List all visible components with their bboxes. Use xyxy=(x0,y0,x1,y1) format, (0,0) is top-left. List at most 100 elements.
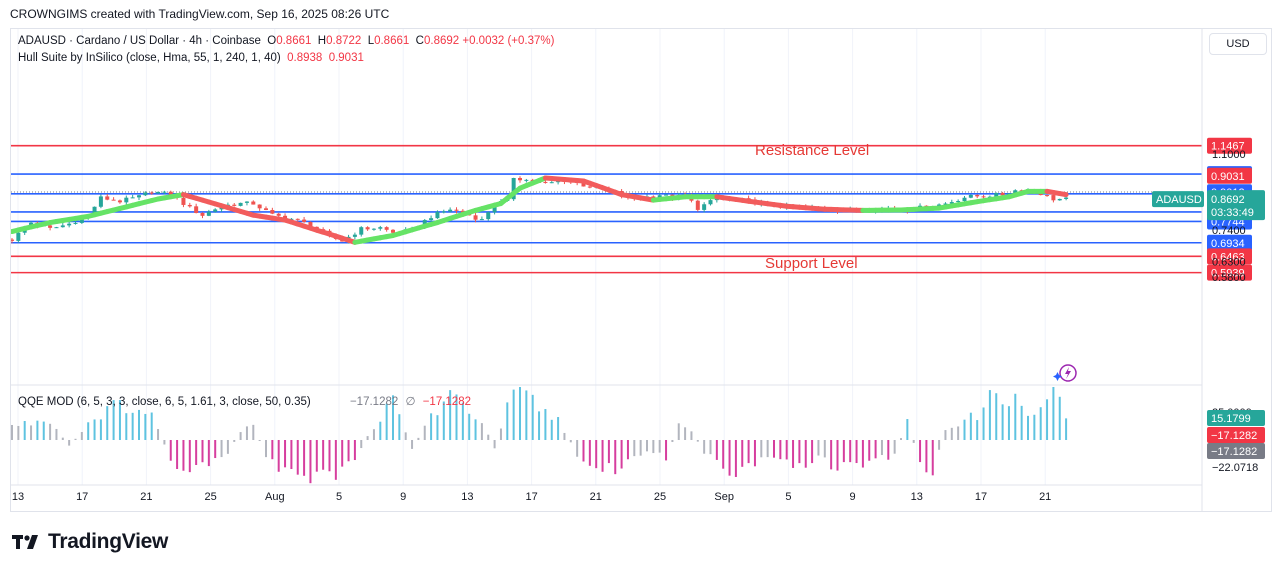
candle-body xyxy=(206,211,211,216)
qqe-bar xyxy=(277,440,280,472)
qqe-bar xyxy=(919,440,922,463)
qqe-bar xyxy=(411,440,414,449)
time-tick-label: 17 xyxy=(525,491,537,503)
resistance-level-annotation[interactable]: Resistance Level xyxy=(755,142,869,159)
candle-body xyxy=(448,209,453,212)
candle xyxy=(454,207,459,214)
hull-legend[interactable]: Hull Suite by InSilico (close, Hma, 55, … xyxy=(18,52,364,64)
qqe-bar xyxy=(379,421,382,440)
qqe-bar xyxy=(811,440,814,464)
qqe-bar xyxy=(398,414,401,440)
qqe-bar xyxy=(817,440,820,456)
qqe-bar xyxy=(252,424,255,440)
qqe-bar xyxy=(874,440,877,459)
level-badge-1.1467-bg xyxy=(1207,137,1252,154)
candle xyxy=(111,197,116,201)
currency-selector[interactable]: USD xyxy=(1209,33,1267,55)
candle xyxy=(975,194,980,199)
qqe-bar xyxy=(360,440,363,449)
qqe-bar xyxy=(588,440,591,466)
candle-body xyxy=(1051,195,1056,201)
qqe-bar xyxy=(887,440,890,460)
qqe-bar xyxy=(614,440,617,475)
time-tick-label: 21 xyxy=(590,491,602,503)
candle xyxy=(587,186,592,189)
close-value: 0.8692 xyxy=(423,35,460,47)
qqe-bar xyxy=(601,440,604,472)
qqe-bar xyxy=(1001,404,1004,440)
qqe-bar xyxy=(995,393,998,440)
candle xyxy=(156,191,161,194)
hull-suite-band[interactable] xyxy=(11,175,1069,245)
qqe-bar xyxy=(741,440,744,467)
candle xyxy=(251,200,256,205)
qqe-bar xyxy=(1033,414,1036,440)
time-tick-label: 13 xyxy=(911,491,923,503)
chart-frame xyxy=(10,28,1272,512)
time-tick-label: 9 xyxy=(850,491,856,503)
qqe-bar xyxy=(703,440,706,454)
candle-body xyxy=(702,204,707,210)
qqe-bar xyxy=(868,440,871,461)
qqe-bar xyxy=(271,440,274,460)
qqe-bar xyxy=(290,440,293,470)
qqe-histogram[interactable] xyxy=(11,379,1068,484)
qqe-bar xyxy=(49,423,52,440)
qqe-bar xyxy=(728,440,731,476)
qqe-bar xyxy=(245,426,248,440)
candle-body xyxy=(270,210,275,214)
candle xyxy=(67,221,72,228)
candle-body xyxy=(117,200,122,203)
candle xyxy=(543,180,548,184)
qqe-bar xyxy=(823,440,826,458)
price-axis[interactable]: 1.14670.98990.89380.81370.77440.69340.64… xyxy=(1152,137,1265,284)
qqe-bar xyxy=(207,440,210,467)
current-price-text: 0.8692 xyxy=(1211,194,1245,206)
qqe-bar xyxy=(1039,407,1042,440)
qqe-bar xyxy=(36,420,39,440)
open-label: O xyxy=(267,35,277,47)
horizontal-levels[interactable] xyxy=(11,144,1202,274)
oscillator-axis[interactable]: 25.000015.1799−17.1282−17.1282−22.0718 xyxy=(1207,407,1265,474)
qqe-bar xyxy=(538,411,541,440)
price-badge-0.9031-bg xyxy=(1207,167,1252,184)
candle-body xyxy=(422,220,427,228)
candle-body xyxy=(994,192,999,197)
candle-body xyxy=(378,227,383,229)
candle-body xyxy=(73,222,78,224)
level-badge-0.6463-text: 0.6463 xyxy=(1211,251,1245,263)
candle xyxy=(257,204,262,211)
candle-body xyxy=(232,204,237,206)
qqe-bar xyxy=(138,409,140,440)
candle-body xyxy=(16,232,21,241)
qqe-bar xyxy=(258,440,261,441)
qqe-bar xyxy=(512,389,515,440)
candle xyxy=(264,206,268,211)
lightning-badge-icon[interactable] xyxy=(1053,364,1077,382)
symbol-legend[interactable]: ADAUSD · Cardano / US Dollar · 4h · Coin… xyxy=(18,35,554,47)
price-tick-label: 0.7400 xyxy=(1212,225,1246,237)
price-tick-label: 0.6300 xyxy=(1212,256,1246,268)
hull-value-2: 0.9031 xyxy=(328,52,364,64)
candle xyxy=(187,202,192,208)
candle-body xyxy=(518,178,522,181)
candle-body xyxy=(1064,197,1069,199)
candle-body xyxy=(1045,195,1050,197)
qqe-bar xyxy=(366,436,369,440)
qqe-bar xyxy=(322,440,325,470)
qqe-bar xyxy=(595,440,598,469)
qqe-bar xyxy=(582,440,585,462)
qqe-bar xyxy=(99,419,102,440)
qqe-bar xyxy=(404,432,407,440)
qqe-bar xyxy=(677,423,680,440)
qqe-bar xyxy=(118,399,121,440)
support-level-annotation[interactable]: Support Level xyxy=(765,255,858,272)
candle xyxy=(981,194,986,199)
qqe-legend[interactable]: QQE MOD (6, 5, 3, 3, close, 6, 5, 1.61, … xyxy=(18,394,471,408)
candle xyxy=(130,194,135,199)
time-axis[interactable]: 13 17 21 25 Aug 5 9 13 17 21 25 Sep 5 9 13 17 21 xyxy=(12,491,1051,503)
candle-body xyxy=(67,223,72,226)
candle-body xyxy=(429,218,434,221)
qqe-bar xyxy=(106,406,109,440)
